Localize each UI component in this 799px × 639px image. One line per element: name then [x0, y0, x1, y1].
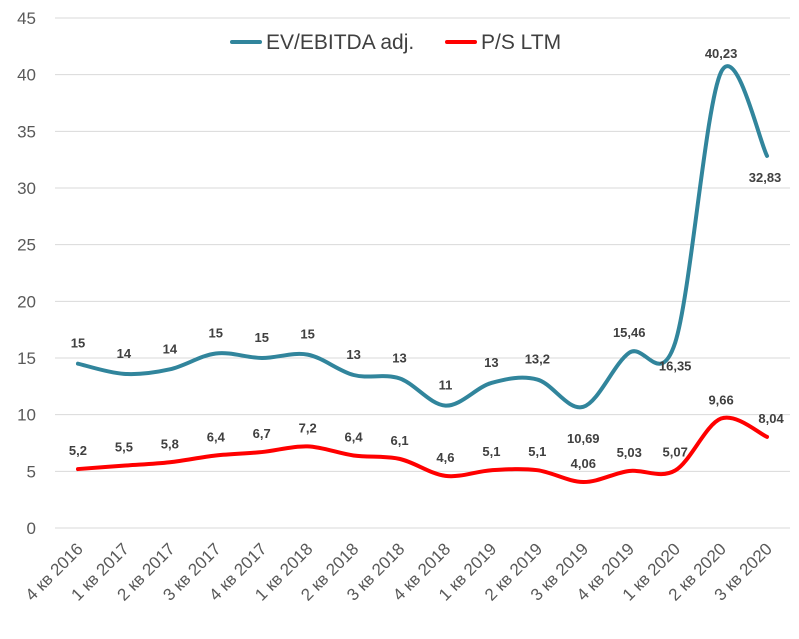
- y-tick-label: 45: [17, 9, 36, 28]
- y-tick-label: 20: [17, 292, 36, 311]
- data-labels: 15 14 14 15 15 15 13 13 11 13 13,2 10,69 15,46 16,35 4…: [69, 46, 785, 471]
- legend: EV/EBITDA adj. P/S LTM: [230, 31, 561, 54]
- y-tick-label: 30: [17, 179, 36, 198]
- y-tick-label: 10: [17, 406, 36, 425]
- data-label: 32,83: [749, 170, 782, 185]
- data-label: 15: [254, 330, 268, 345]
- data-label: 9,66: [708, 393, 733, 408]
- data-label: 13: [484, 355, 498, 370]
- data-label: 6,7: [253, 426, 271, 441]
- data-label: 8,04: [758, 411, 784, 426]
- data-label: 5,8: [161, 436, 179, 451]
- data-label: 4,06: [571, 456, 596, 471]
- data-label: 14: [117, 346, 132, 361]
- data-label: 6,4: [207, 429, 226, 444]
- gridlines: [55, 17, 790, 529]
- y-tick-label: 40: [17, 66, 36, 85]
- data-label: 5,03: [617, 445, 642, 460]
- data-label: 13: [346, 347, 360, 362]
- data-label: 6,1: [390, 433, 408, 448]
- series-line-ps-ltm: [75, 415, 770, 484]
- data-label: 14: [163, 341, 178, 356]
- legend-label: P/S LTM: [481, 31, 561, 54]
- data-label: 7,2: [299, 420, 317, 435]
- y-tick-label: 25: [17, 236, 36, 255]
- series-line-ev-ebitda: [75, 64, 770, 410]
- data-label: 16,35: [659, 359, 692, 374]
- data-label: 13: [392, 350, 406, 365]
- data-label: 10,69: [567, 431, 600, 446]
- data-label: 6,4: [345, 429, 364, 444]
- data-label: 5,1: [528, 444, 546, 459]
- data-label: 5,07: [663, 445, 688, 460]
- data-label: 5,2: [69, 443, 87, 458]
- data-label: 15: [209, 325, 223, 340]
- legend-label: EV/EBITDA adj.: [266, 31, 414, 54]
- y-tick-label: 35: [17, 122, 36, 141]
- y-tick-label: 0: [27, 519, 36, 538]
- series-lines: [75, 64, 770, 484]
- data-label: 4,6: [436, 450, 454, 465]
- y-tick-label: 15: [17, 349, 36, 368]
- data-label: 5,5: [115, 440, 133, 455]
- y-tick-label: 5: [27, 462, 36, 481]
- data-label: 15,46: [613, 325, 646, 340]
- data-label: 40,23: [705, 46, 738, 61]
- data-label: 15: [71, 336, 85, 351]
- y-axis: 0 5 10 15 20 25 30 35 40 45: [17, 9, 36, 538]
- data-label: 13,2: [525, 352, 550, 367]
- data-label: 11: [439, 378, 453, 393]
- data-label: 5,1: [482, 444, 500, 459]
- data-label: 15: [300, 327, 314, 342]
